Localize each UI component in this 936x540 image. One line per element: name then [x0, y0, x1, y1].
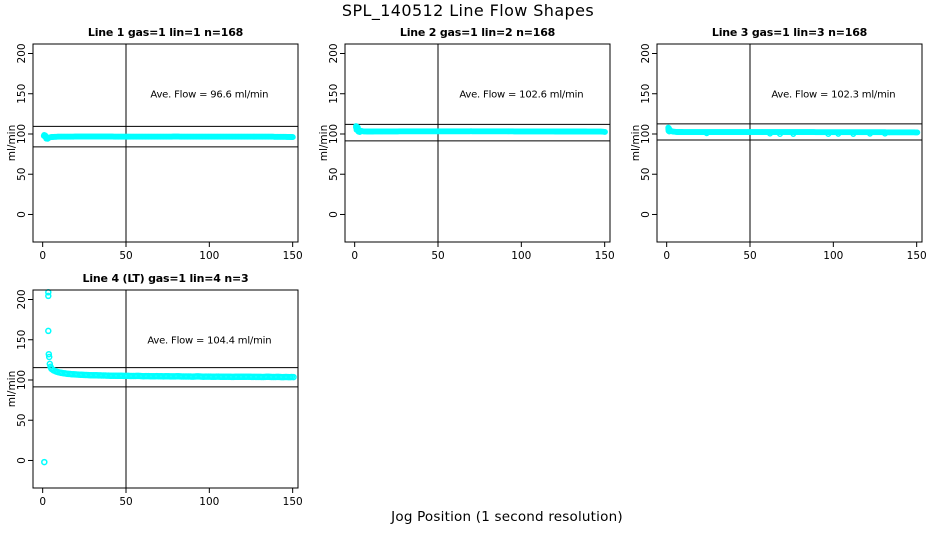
data-point: [777, 131, 783, 138]
ave-flow-annotation: Ave. Flow = 102.6 ml/min: [459, 89, 583, 100]
y-tick-label: 0: [16, 211, 28, 218]
y-tick-label: 50: [16, 168, 28, 181]
x-tick-label: 50: [431, 250, 444, 262]
x-tick-label: 100: [199, 496, 219, 508]
data-points: [41, 289, 297, 466]
data-points: [40, 131, 296, 142]
y-tick-label: 50: [640, 168, 652, 181]
panel-line-1: Line 1 gas=1 lin=1 n=168 0 50 100 150 200 0 50 1…: [6, 26, 303, 262]
ave-flow-annotation: Ave. Flow = 104.4 ml/min: [147, 335, 271, 346]
y-tick-label: 50: [328, 168, 340, 181]
x-tick-label: 0: [39, 496, 46, 508]
x-tick-label: 150: [907, 250, 927, 262]
data-point: [289, 134, 296, 141]
x-tick-label: 100: [511, 250, 531, 262]
data-points: [665, 124, 921, 138]
y-axis-label: ml/min: [630, 125, 642, 161]
x-tick-label: 0: [39, 250, 46, 262]
data-points: [353, 123, 608, 135]
y-tick-label: 100: [328, 124, 340, 144]
plot-box: [32, 43, 299, 243]
y-axis-label: ml/min: [6, 125, 18, 161]
x-axis-outer-label: Jog Position (1 second resolution): [391, 509, 623, 525]
panel-title: Line 4 (LT) gas=1 lin=4 n=3: [83, 272, 249, 285]
y-tick-label: 50: [16, 414, 28, 427]
panel-line-4: Line 4 (LT) gas=1 lin=4 n=3 0 50 100 150 200 0…: [6, 272, 303, 508]
panel-line-2: Line 2 gas=1 lin=2 n=168 0 50 100 150 200 0 50 1…: [318, 26, 615, 262]
data-point: [47, 365, 55, 372]
y-tick-label: 0: [640, 211, 652, 218]
data-point: [825, 131, 832, 138]
x-tick-label: 150: [595, 250, 615, 262]
y-tick-label: 200: [640, 43, 652, 63]
data-point: [914, 129, 921, 136]
data-point: [602, 128, 608, 135]
y-tick-label: 150: [16, 330, 28, 350]
data-point: [45, 292, 52, 300]
ave-flow-annotation: Ave. Flow = 102.3 ml/min: [771, 89, 895, 100]
panel-title: Line 1 gas=1 lin=1 n=168: [88, 26, 243, 39]
data-point: [767, 130, 773, 137]
plot-box: [32, 289, 299, 489]
y-tick-label: 200: [16, 43, 28, 63]
y-tick-label: 200: [328, 43, 340, 63]
y-tick-label: 150: [16, 84, 28, 104]
data-point: [44, 135, 51, 142]
data-point: [882, 130, 888, 137]
x-tick-label: 100: [199, 250, 219, 262]
plot-box: [656, 43, 923, 243]
figure-title: SPL_140512 Line Flow Shapes: [341, 1, 595, 20]
panel-line-3: Line 3 gas=1 lin=3 n=168 0 50 100 150 200 0 50 1…: [630, 26, 927, 262]
data-point: [41, 458, 48, 466]
panel-title: Line 3 gas=1 lin=3 n=168: [712, 26, 867, 39]
data-point: [45, 327, 52, 335]
y-axis-label: ml/min: [318, 125, 330, 161]
data-point: [666, 128, 673, 135]
y-tick-label: 100: [16, 124, 28, 144]
plot-box: [344, 43, 611, 243]
y-tick-label: 150: [640, 84, 652, 104]
x-tick-label: 150: [283, 496, 303, 508]
data-point: [356, 129, 363, 135]
y-tick-label: 200: [16, 289, 28, 309]
y-axis-label: ml/min: [6, 371, 18, 407]
data-point: [45, 350, 53, 358]
data-point: [850, 131, 857, 137]
data-point: [45, 353, 53, 361]
data-point: [290, 373, 297, 381]
x-tick-label: 0: [351, 250, 358, 262]
ave-flow-annotation: Ave. Flow = 96.6 ml/min: [150, 89, 268, 100]
x-tick-label: 50: [743, 250, 756, 262]
data-point: [790, 131, 797, 137]
y-tick-label: 100: [640, 124, 652, 144]
x-tick-label: 50: [119, 250, 132, 262]
y-tick-label: 0: [16, 457, 28, 464]
x-tick-label: 50: [119, 496, 132, 508]
y-tick-label: 0: [328, 211, 340, 218]
data-point: [703, 130, 710, 137]
x-tick-label: 100: [823, 250, 843, 262]
data-point: [867, 130, 873, 137]
x-tick-label: 0: [663, 250, 670, 262]
y-tick-label: 100: [16, 370, 28, 390]
x-tick-label: 150: [283, 250, 303, 262]
data-point: [835, 130, 842, 137]
y-tick-label: 150: [328, 84, 340, 104]
panel-title: Line 2 gas=1 lin=2 n=168: [400, 26, 555, 39]
